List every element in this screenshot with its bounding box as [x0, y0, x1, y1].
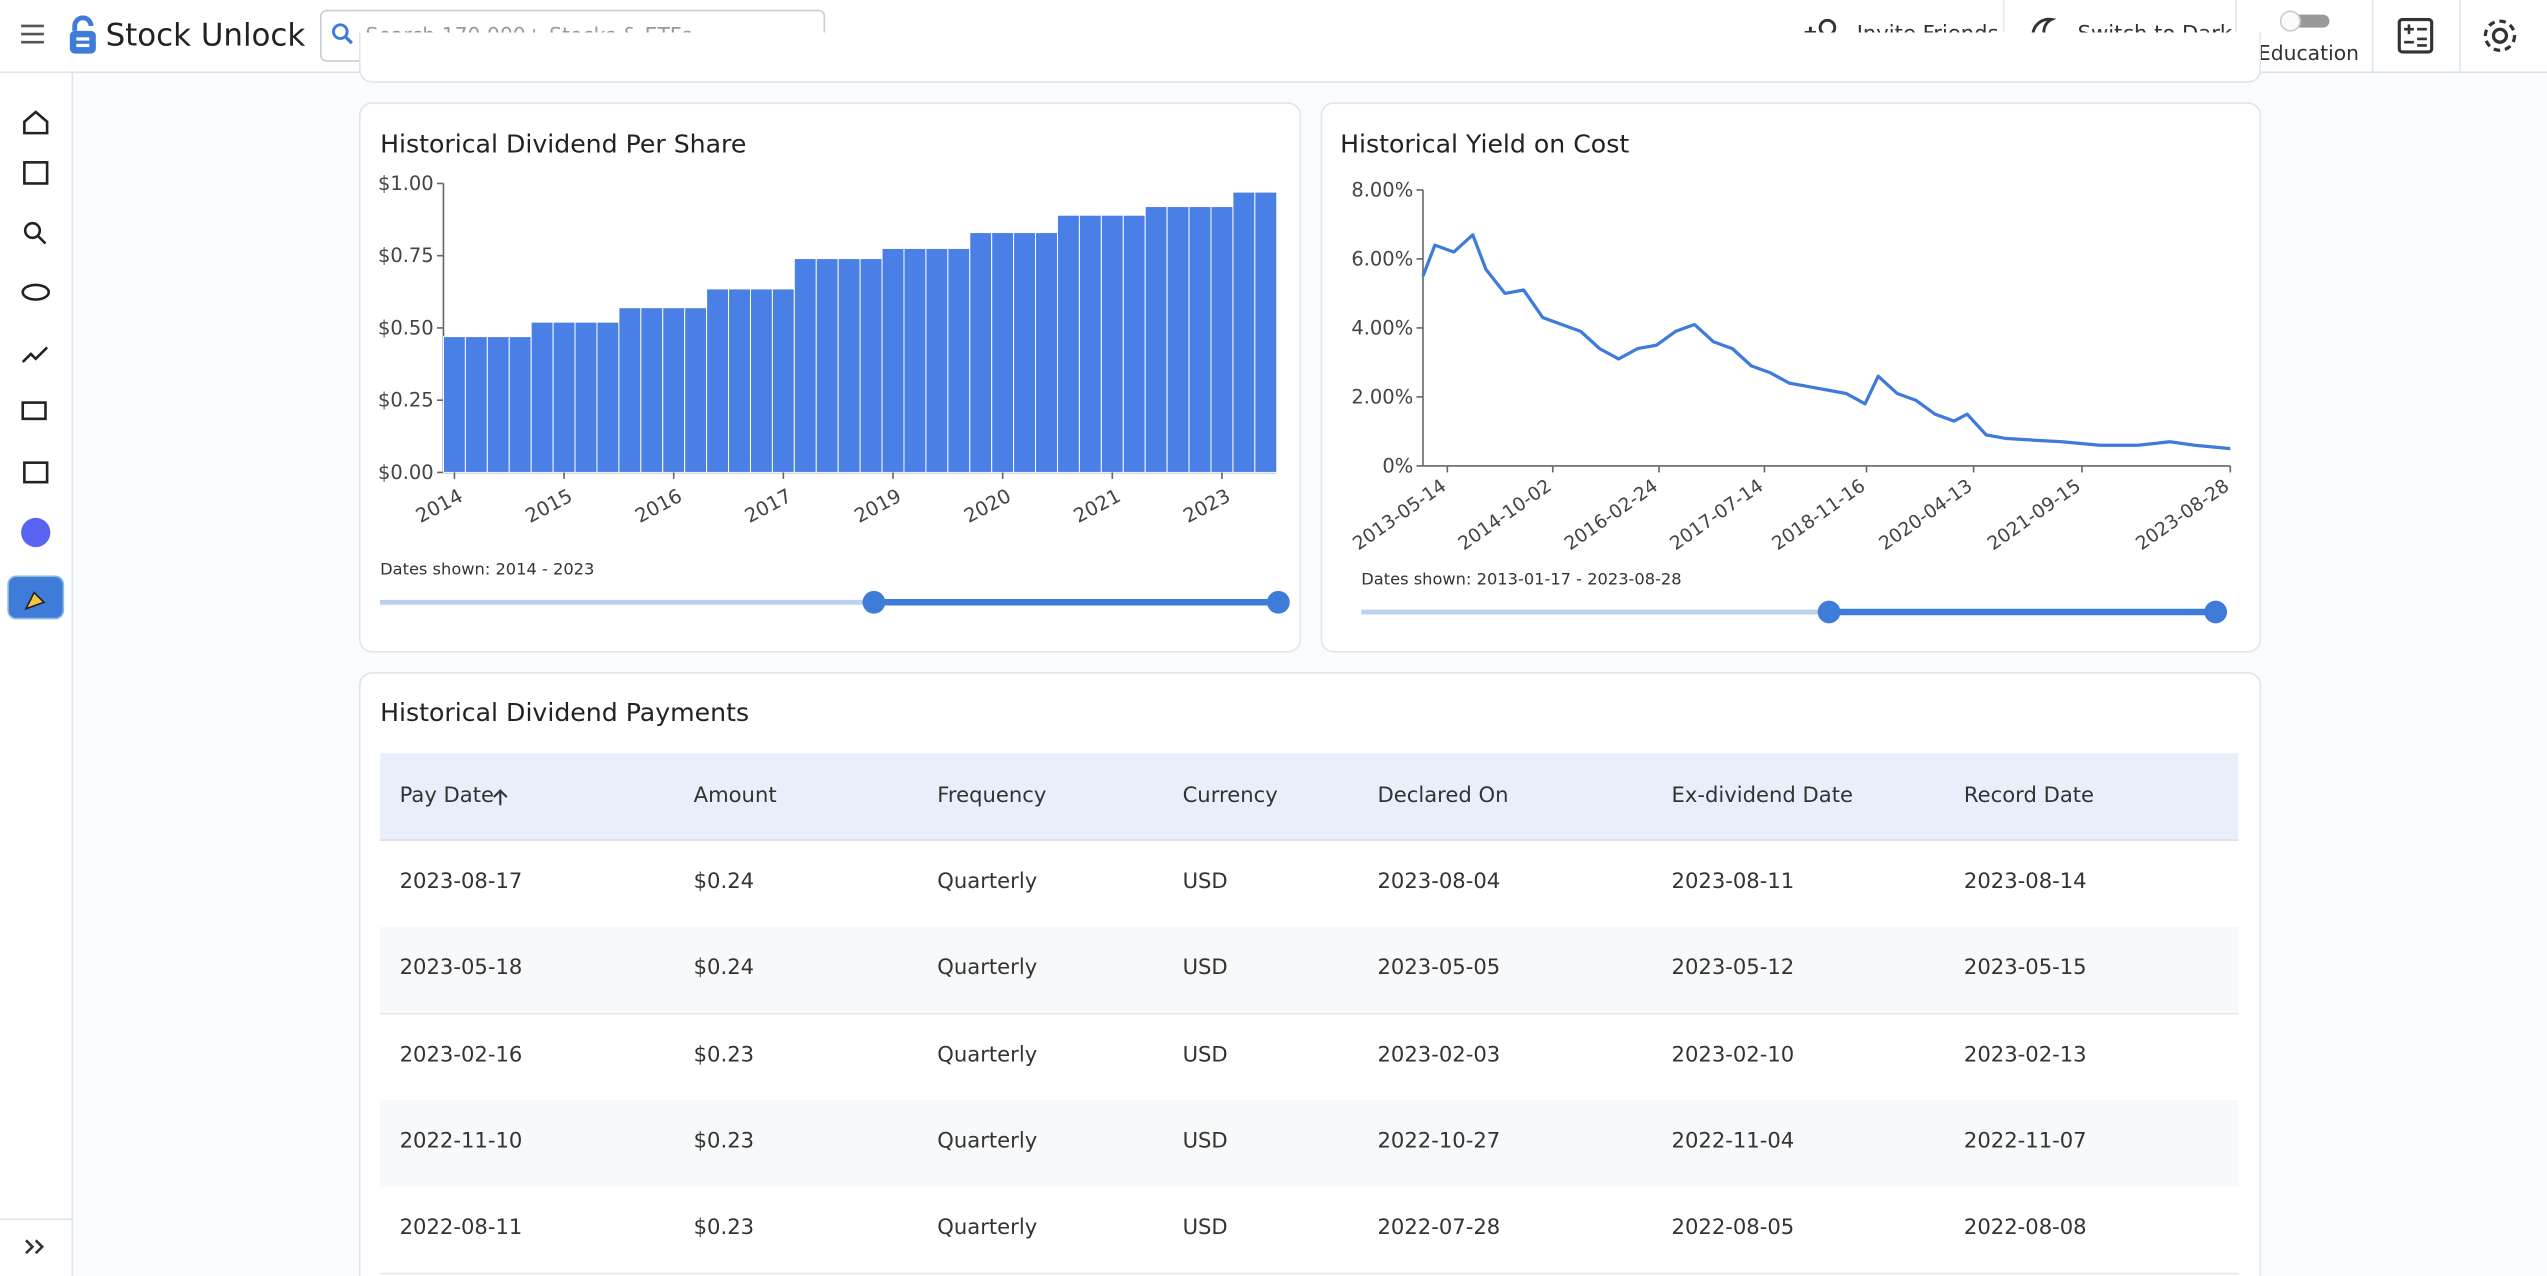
table-cell: USD [1182, 1216, 1228, 1241]
table-cell: $0.23 [693, 1129, 755, 1155]
table-cell: 2023-02-13 [1963, 1043, 2087, 1068]
table-cell: Quarterly [937, 1043, 1038, 1068]
slider-handle[interactable] [1267, 590, 1290, 614]
column-header[interactable]: Declared On [1377, 784, 1509, 809]
table-cell: 2022-11-04 [1671, 1129, 1795, 1155]
column-header[interactable]: Currency [1182, 784, 1278, 809]
table-cell: USD [1182, 870, 1228, 895]
table-cell: Quarterly [937, 1216, 1038, 1241]
sidebar-icons [0, 110, 72, 1255]
range-label: Dates shown: 2013-01-17 - 2023-08-28 [1361, 571, 1682, 590]
column-header[interactable]: Amount [693, 784, 777, 809]
table-cell: 2022-08-08 [1963, 1216, 2087, 1241]
analysis-icon[interactable] [21, 346, 49, 363]
table-cell: 2023-08-11 [1671, 870, 1795, 895]
table-cell: Quarterly [937, 956, 1038, 982]
table-cell: $0.23 [693, 1043, 755, 1068]
table-cell: Quarterly [937, 1129, 1038, 1155]
table-cell: USD [1182, 1043, 1228, 1068]
slider-handle[interactable] [2204, 600, 2228, 624]
column-header[interactable]: Ex-dividend Date [1671, 784, 1853, 809]
table-title: Historical Dividend Payments [380, 698, 750, 728]
table-cell: 2023-02-10 [1671, 1043, 1795, 1068]
logo-icon [69, 15, 96, 54]
range-label: Dates shown: 2014 - 2023 [380, 561, 595, 580]
table-cell: $0.23 [693, 1216, 755, 1241]
divider [2459, 0, 2461, 72]
sidebar [0, 73, 74, 1276]
discord-icon[interactable] [21, 517, 51, 548]
settings-icon[interactable] [2479, 15, 2521, 57]
watchlist-icon[interactable] [21, 283, 51, 301]
table-cell: 2023-05-05 [1377, 956, 1501, 982]
expand-icon[interactable] [25, 1239, 45, 1255]
menu-icon[interactable] [19, 23, 45, 46]
table-row [380, 1100, 2239, 1189]
table-cell: 2023-05-12 [1671, 956, 1795, 982]
table-cell: 2023-08-04 [1377, 870, 1501, 895]
search-icon [332, 23, 353, 45]
table-cell: 2023-08-17 [399, 870, 523, 895]
table-cell: USD [1182, 1129, 1228, 1155]
table-cell: Quarterly [937, 870, 1038, 895]
table-cell: 2022-11-07 [1963, 1129, 2087, 1155]
table-cell: 2023-05-15 [1963, 956, 2087, 982]
education-toggle[interactable] [2277, 10, 2332, 33]
table-cell: 2023-02-03 [1377, 1043, 1501, 1068]
divider [2371, 0, 2374, 72]
card [358, 32, 2262, 83]
column-header[interactable]: Record Date [1963, 784, 2095, 809]
brand[interactable]: Stock Unlock [105, 17, 306, 54]
table-row [380, 927, 2239, 1016]
table-cell: 2023-08-14 [1963, 870, 2087, 895]
news-icon[interactable] [23, 461, 49, 484]
table-row [380, 1013, 2239, 1102]
table-cell: USD [1182, 956, 1228, 982]
table-cell: 2022-08-05 [1671, 1216, 1795, 1241]
screener-icon[interactable] [23, 221, 42, 240]
table-cell: $0.24 [693, 956, 755, 982]
table-header [380, 753, 2239, 841]
education-label: Education [2257, 40, 2360, 65]
slider-handle[interactable] [862, 590, 886, 614]
portfolio-icon[interactable] [21, 401, 47, 421]
table-cell: 2022-11-10 [399, 1129, 523, 1155]
table-cell: 2023-02-16 [399, 1043, 523, 1068]
table-cell: 2023-05-18 [399, 956, 523, 982]
table-cell: $0.24 [693, 870, 755, 895]
table-row [380, 840, 2239, 929]
table-cell: 2022-10-27 [1377, 1129, 1501, 1155]
dashboard-icon[interactable] [23, 161, 49, 185]
slider-handle[interactable] [1817, 600, 1841, 624]
calculator-icon[interactable] [2397, 17, 2434, 54]
column-header[interactable]: Pay Date [399, 784, 495, 809]
column-header[interactable]: Frequency [937, 784, 1047, 809]
sort-icon[interactable] [491, 787, 510, 806]
table-row [380, 1187, 2239, 1275]
table-cell: 2022-07-28 [1377, 1216, 1501, 1241]
home-icon[interactable] [23, 110, 49, 135]
table-cell: 2022-08-11 [399, 1216, 523, 1241]
